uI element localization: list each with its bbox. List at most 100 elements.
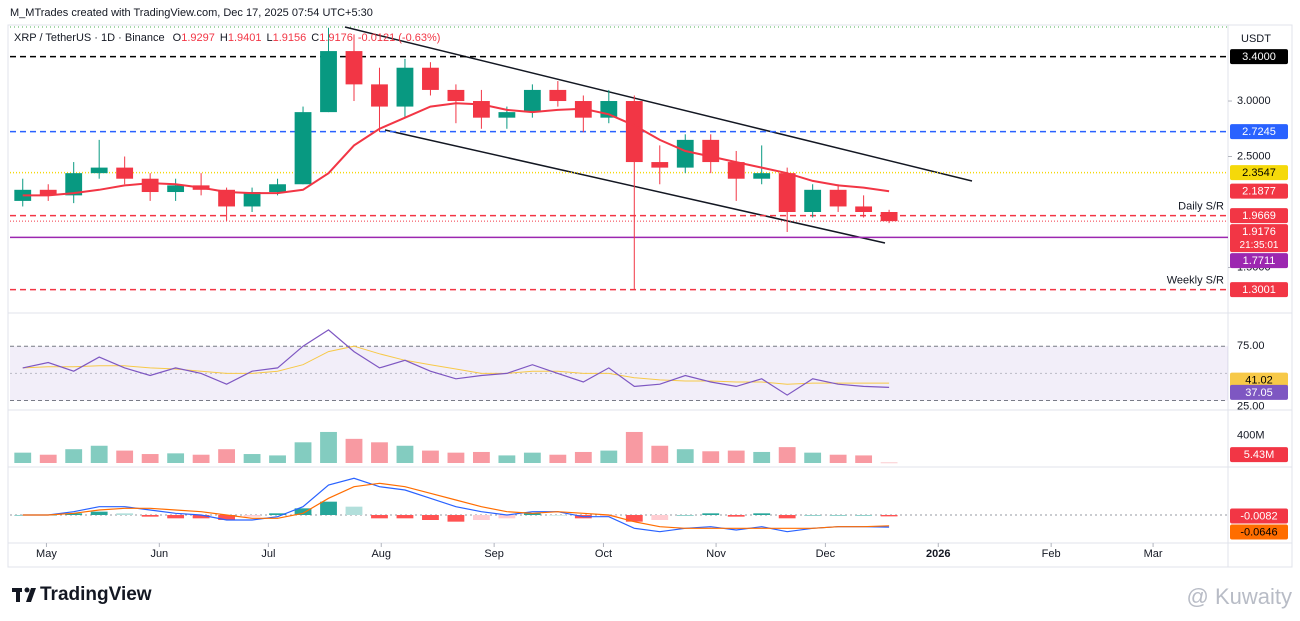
credit: M_MTrades created with TradingView.com, …: [10, 7, 373, 19]
candle-body: [855, 206, 873, 213]
rsi-ma: [22, 345, 890, 385]
candle-body: [269, 184, 286, 193]
legend-value: 1.9176: [319, 32, 353, 44]
macd-line: [22, 477, 890, 533]
countdown: 21:35:01: [1240, 240, 1279, 251]
macd-histogram: [90, 511, 108, 515]
macd-histogram: [727, 515, 745, 517]
logo-text: TradingView: [40, 584, 152, 605]
volume-bar: [422, 450, 439, 463]
x-tick-label: Mar: [1144, 548, 1163, 560]
macd-histogram: [269, 513, 286, 515]
candle-body: [880, 212, 898, 222]
price-tag: [1230, 372, 1288, 388]
volume-bar: [447, 452, 465, 463]
symbol-legend: XRP / TetherUS · 1D · Binance O1.9297 H 1.…: [14, 32, 440, 44]
candle-body: [422, 67, 439, 90]
macd-histogram: [167, 515, 185, 519]
macd-histogram: [422, 515, 439, 520]
x-tick-label: 2026: [926, 548, 950, 560]
candle-body: [39, 189, 57, 196]
price-tag: [1230, 253, 1288, 269]
volume-bar: [676, 449, 694, 463]
candle-body: [167, 185, 185, 193]
volume-bar: [39, 454, 57, 463]
volume-bar: [498, 455, 516, 463]
channel-upper: [344, 26, 973, 182]
candle-body: [371, 84, 388, 107]
legend-key: O: [172, 32, 182, 44]
price-tag: [1230, 224, 1288, 253]
volume-bar: [702, 451, 720, 463]
candle-body: [345, 51, 363, 85]
price-tag: [1230, 524, 1288, 540]
candle-body: [498, 112, 516, 118]
candle-body: [218, 189, 235, 207]
price-tag-label: 5.43M: [1244, 449, 1275, 461]
candle-body: [141, 178, 159, 193]
symbol: XRP / TetherUS · 1D · Binance: [14, 32, 165, 44]
y-tick-label: 25.00: [1237, 400, 1265, 412]
x-tick-label: May: [36, 548, 57, 560]
volume-bar: [396, 445, 414, 463]
macd-histogram: [447, 515, 465, 522]
price-tag: [1230, 183, 1288, 199]
price-tag-label: 41.02: [1245, 375, 1273, 387]
volume-bar: [625, 431, 643, 463]
candle-body: [829, 189, 847, 207]
y-tick-label: 75.00: [1237, 340, 1265, 352]
volume-bar: [549, 454, 567, 463]
candle-body: [243, 192, 261, 207]
macd-histogram: [778, 515, 796, 519]
macd-histogram: [371, 515, 388, 519]
volume-bar: [727, 450, 745, 463]
candle-body: [625, 101, 643, 163]
macd-histogram: [294, 508, 312, 515]
price-tag-label: 37.05: [1245, 387, 1273, 399]
volume-bar: [574, 451, 592, 463]
candle-body: [778, 173, 796, 213]
price-tag: [1230, 508, 1288, 524]
volume-bar: [472, 451, 490, 463]
volume-bar: [651, 445, 669, 463]
macd-histogram: [116, 513, 134, 515]
price-tag-label: 1.9669: [1242, 210, 1276, 222]
candle-body: [676, 139, 694, 168]
volume-bar: [141, 454, 159, 463]
macd-histogram: [396, 515, 414, 519]
x-tick-label: Aug: [371, 548, 391, 560]
moving-average: [22, 102, 890, 197]
volume-bar: [167, 453, 185, 463]
x-tick-label: Jul: [261, 548, 275, 560]
price-tag-label: 2.3547: [1242, 167, 1276, 179]
signal-line: [22, 482, 890, 529]
candle-body: [727, 162, 745, 179]
y-tick-label: 400M: [1237, 429, 1265, 441]
macd-histogram: [192, 515, 210, 519]
price-tag: [1230, 124, 1288, 140]
x-tick-label: Feb: [1042, 548, 1061, 560]
x-tick-label: Oct: [595, 548, 612, 560]
macd-histogram: [141, 515, 159, 517]
legend-key: H: [219, 32, 228, 44]
macd-histogram: [702, 513, 720, 515]
candle-body: [549, 89, 567, 102]
y-tick-label: 3.0000: [1237, 95, 1271, 107]
rsi-line: [22, 329, 890, 396]
price-tag: [1230, 49, 1288, 65]
volume-bar: [778, 447, 796, 463]
legend-value: 1.9297: [181, 32, 215, 44]
macd-histogram: [65, 513, 83, 515]
x-tick-label: Jun: [150, 548, 168, 560]
frame: [7, 24, 1293, 568]
volume-bar: [116, 450, 134, 463]
volume-bar: [804, 452, 822, 463]
macd-histogram: [345, 506, 363, 515]
candle-body: [90, 167, 108, 174]
candle-body: [753, 173, 771, 179]
volume-bar: [65, 449, 83, 463]
price-tag-label: -0.0646: [1240, 526, 1277, 538]
candle-body: [804, 189, 822, 213]
